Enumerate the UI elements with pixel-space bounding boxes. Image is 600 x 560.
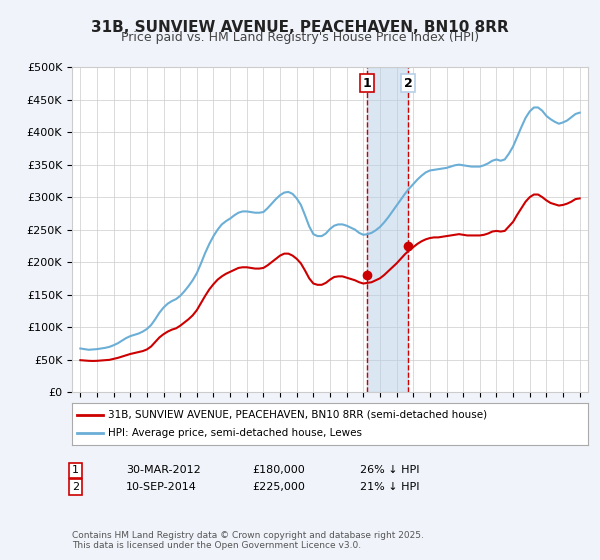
Text: 26% ↓ HPI: 26% ↓ HPI [360,465,419,475]
Text: 1: 1 [363,77,371,90]
Text: 31B, SUNVIEW AVENUE, PEACEHAVEN, BN10 8RR: 31B, SUNVIEW AVENUE, PEACEHAVEN, BN10 8R… [91,20,509,35]
Text: Price paid vs. HM Land Registry's House Price Index (HPI): Price paid vs. HM Land Registry's House … [121,31,479,44]
Text: £225,000: £225,000 [252,482,305,492]
Text: HPI: Average price, semi-detached house, Lewes: HPI: Average price, semi-detached house,… [108,428,362,438]
Bar [367,67,408,392]
Text: Contains HM Land Registry data © Crown copyright and database right 2025.
This d: Contains HM Land Registry data © Crown c… [72,530,424,550]
Text: 21% ↓ HPI: 21% ↓ HPI [360,482,419,492]
Text: 2: 2 [404,77,412,90]
Text: 30-MAR-2012: 30-MAR-2012 [126,465,201,475]
Text: 10-SEP-2014: 10-SEP-2014 [126,482,197,492]
Text: 2: 2 [72,482,79,492]
Text: 1: 1 [72,465,79,475]
Text: 31B, SUNVIEW AVENUE, PEACEHAVEN, BN10 8RR (semi-detached house): 31B, SUNVIEW AVENUE, PEACEHAVEN, BN10 8R… [108,410,487,420]
Text: £180,000: £180,000 [252,465,305,475]
